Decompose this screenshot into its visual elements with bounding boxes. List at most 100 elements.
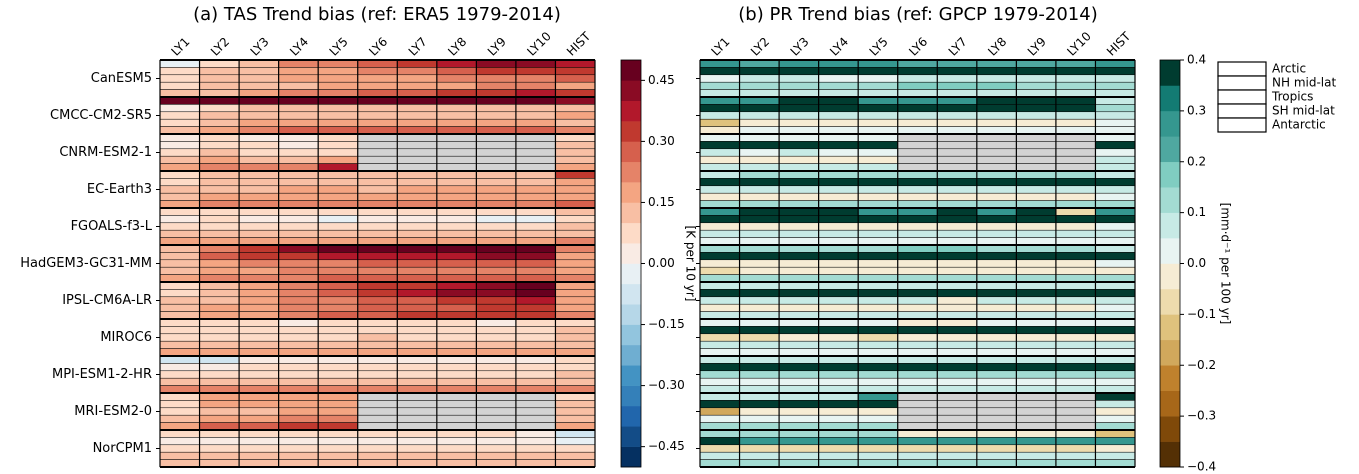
cell	[1095, 281, 1136, 290]
cell	[937, 266, 978, 275]
cell	[1016, 429, 1057, 438]
cell	[818, 459, 859, 468]
cell	[436, 377, 477, 386]
cell	[555, 385, 596, 394]
cell	[199, 192, 240, 201]
cell	[1016, 444, 1057, 453]
colorbar-tick-label: −0.3	[1187, 409, 1216, 423]
cell	[317, 400, 358, 409]
cell	[397, 96, 438, 105]
cell	[1016, 348, 1057, 357]
cell	[476, 289, 517, 298]
column-label: LY1	[168, 35, 192, 59]
cell	[476, 377, 517, 386]
cell	[436, 118, 477, 127]
cell	[778, 207, 819, 216]
cell	[1055, 340, 1096, 349]
cell	[976, 363, 1017, 372]
cell	[555, 200, 596, 209]
cell	[238, 281, 279, 290]
cell	[436, 229, 477, 238]
cell	[397, 170, 438, 179]
colorbar-bin	[621, 80, 641, 101]
cell	[699, 392, 740, 401]
cell	[699, 400, 740, 409]
cell	[1095, 377, 1136, 386]
cell	[278, 170, 319, 179]
cell	[778, 133, 819, 142]
column-label: LY9	[485, 35, 509, 59]
cell	[317, 348, 358, 357]
cell	[238, 111, 279, 120]
cell	[397, 237, 438, 246]
cell	[937, 89, 978, 98]
cell	[397, 215, 438, 224]
cell	[1016, 355, 1057, 364]
cell	[436, 340, 477, 349]
cell	[436, 200, 477, 209]
cell	[857, 170, 898, 179]
cell	[317, 237, 358, 246]
column-label: LY2	[748, 35, 772, 59]
missing-cell	[397, 141, 438, 150]
cell	[897, 303, 938, 312]
cell	[397, 59, 438, 68]
cell	[699, 333, 740, 342]
cell	[818, 311, 859, 320]
cell	[699, 67, 740, 76]
cell	[699, 229, 740, 238]
cell	[699, 244, 740, 253]
cell	[199, 200, 240, 209]
cell	[857, 422, 898, 431]
cell	[1055, 118, 1096, 127]
cell	[199, 266, 240, 275]
cell	[1095, 318, 1136, 327]
colorbar-bin	[1160, 263, 1180, 290]
cell	[778, 370, 819, 379]
cell	[199, 370, 240, 379]
cell	[699, 104, 740, 113]
cell	[976, 348, 1017, 357]
cell	[159, 259, 200, 268]
cell	[857, 311, 898, 320]
cell	[317, 414, 358, 423]
legend-box	[1217, 117, 1267, 133]
cell	[739, 422, 780, 431]
model-label: MPI-ESM1-2-HR	[52, 367, 152, 382]
missing-cell	[397, 148, 438, 157]
missing-cell	[976, 155, 1017, 164]
cell	[238, 192, 279, 201]
cell	[699, 289, 740, 298]
cell	[317, 370, 358, 379]
cell	[555, 59, 596, 68]
colorbar-bin	[1160, 288, 1180, 315]
panel-title: (a) TAS Trend bias (ref: ERA5 1979-2014)	[193, 4, 561, 25]
cell	[397, 303, 438, 312]
cell	[1095, 59, 1136, 68]
cell	[555, 126, 596, 135]
cell	[515, 207, 556, 216]
cell	[555, 451, 596, 460]
cell	[976, 89, 1017, 98]
cell	[199, 392, 240, 401]
cell	[1016, 340, 1057, 349]
cell	[739, 259, 780, 268]
cell	[278, 303, 319, 312]
cell	[1055, 244, 1096, 253]
cell	[199, 141, 240, 150]
cell	[476, 111, 517, 120]
cell	[1055, 89, 1096, 98]
cell	[897, 222, 938, 231]
cell	[238, 340, 279, 349]
cell	[515, 363, 556, 372]
cell	[159, 104, 200, 113]
cell	[159, 303, 200, 312]
cell	[159, 451, 200, 460]
cell	[317, 178, 358, 187]
cell	[317, 274, 358, 283]
cell	[397, 67, 438, 76]
cell	[238, 414, 279, 423]
cell	[238, 392, 279, 401]
cell	[1016, 451, 1057, 460]
cell	[515, 274, 556, 283]
